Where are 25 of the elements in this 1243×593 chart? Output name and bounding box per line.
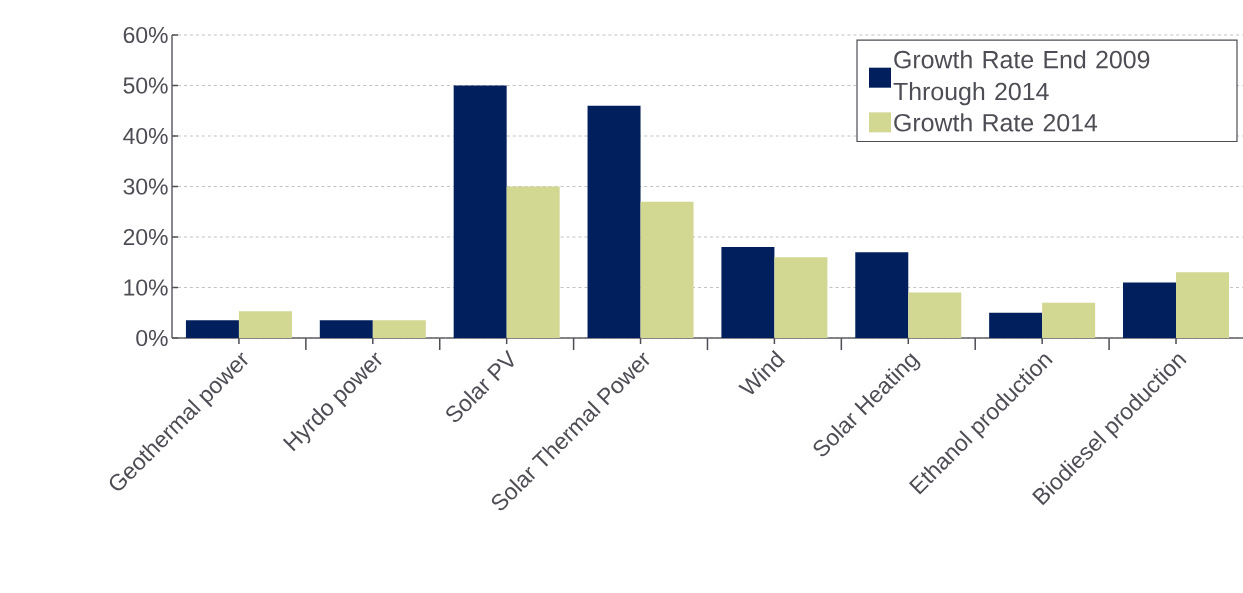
legend-label: Growth Rate End 2009 Through 2014 <box>893 50 1150 106</box>
bar <box>640 201 694 338</box>
y-tick-label: 30% <box>123 178 168 195</box>
y-tick-label: 10% <box>124 279 168 296</box>
bar <box>855 252 909 338</box>
bar <box>319 320 373 338</box>
bar <box>1042 302 1096 338</box>
y-tick-label: 50% <box>123 77 168 94</box>
bar <box>506 186 560 338</box>
y-tick-label: 20% <box>123 228 168 246</box>
legend-label: Growth Rate 2014 <box>894 113 1098 132</box>
bar <box>1176 272 1230 338</box>
bar <box>989 312 1043 338</box>
y-tick-label: 40% <box>123 127 168 145</box>
bar <box>908 292 962 338</box>
bar <box>774 257 828 338</box>
bar <box>1123 282 1177 338</box>
y-tick-label: 0% <box>136 329 168 347</box>
bar <box>453 85 507 338</box>
bar <box>587 105 641 338</box>
bar <box>372 320 426 338</box>
y-tick-label: 60% <box>123 26 168 44</box>
bar <box>721 247 775 338</box>
bar <box>185 320 239 338</box>
bar <box>238 311 292 338</box>
